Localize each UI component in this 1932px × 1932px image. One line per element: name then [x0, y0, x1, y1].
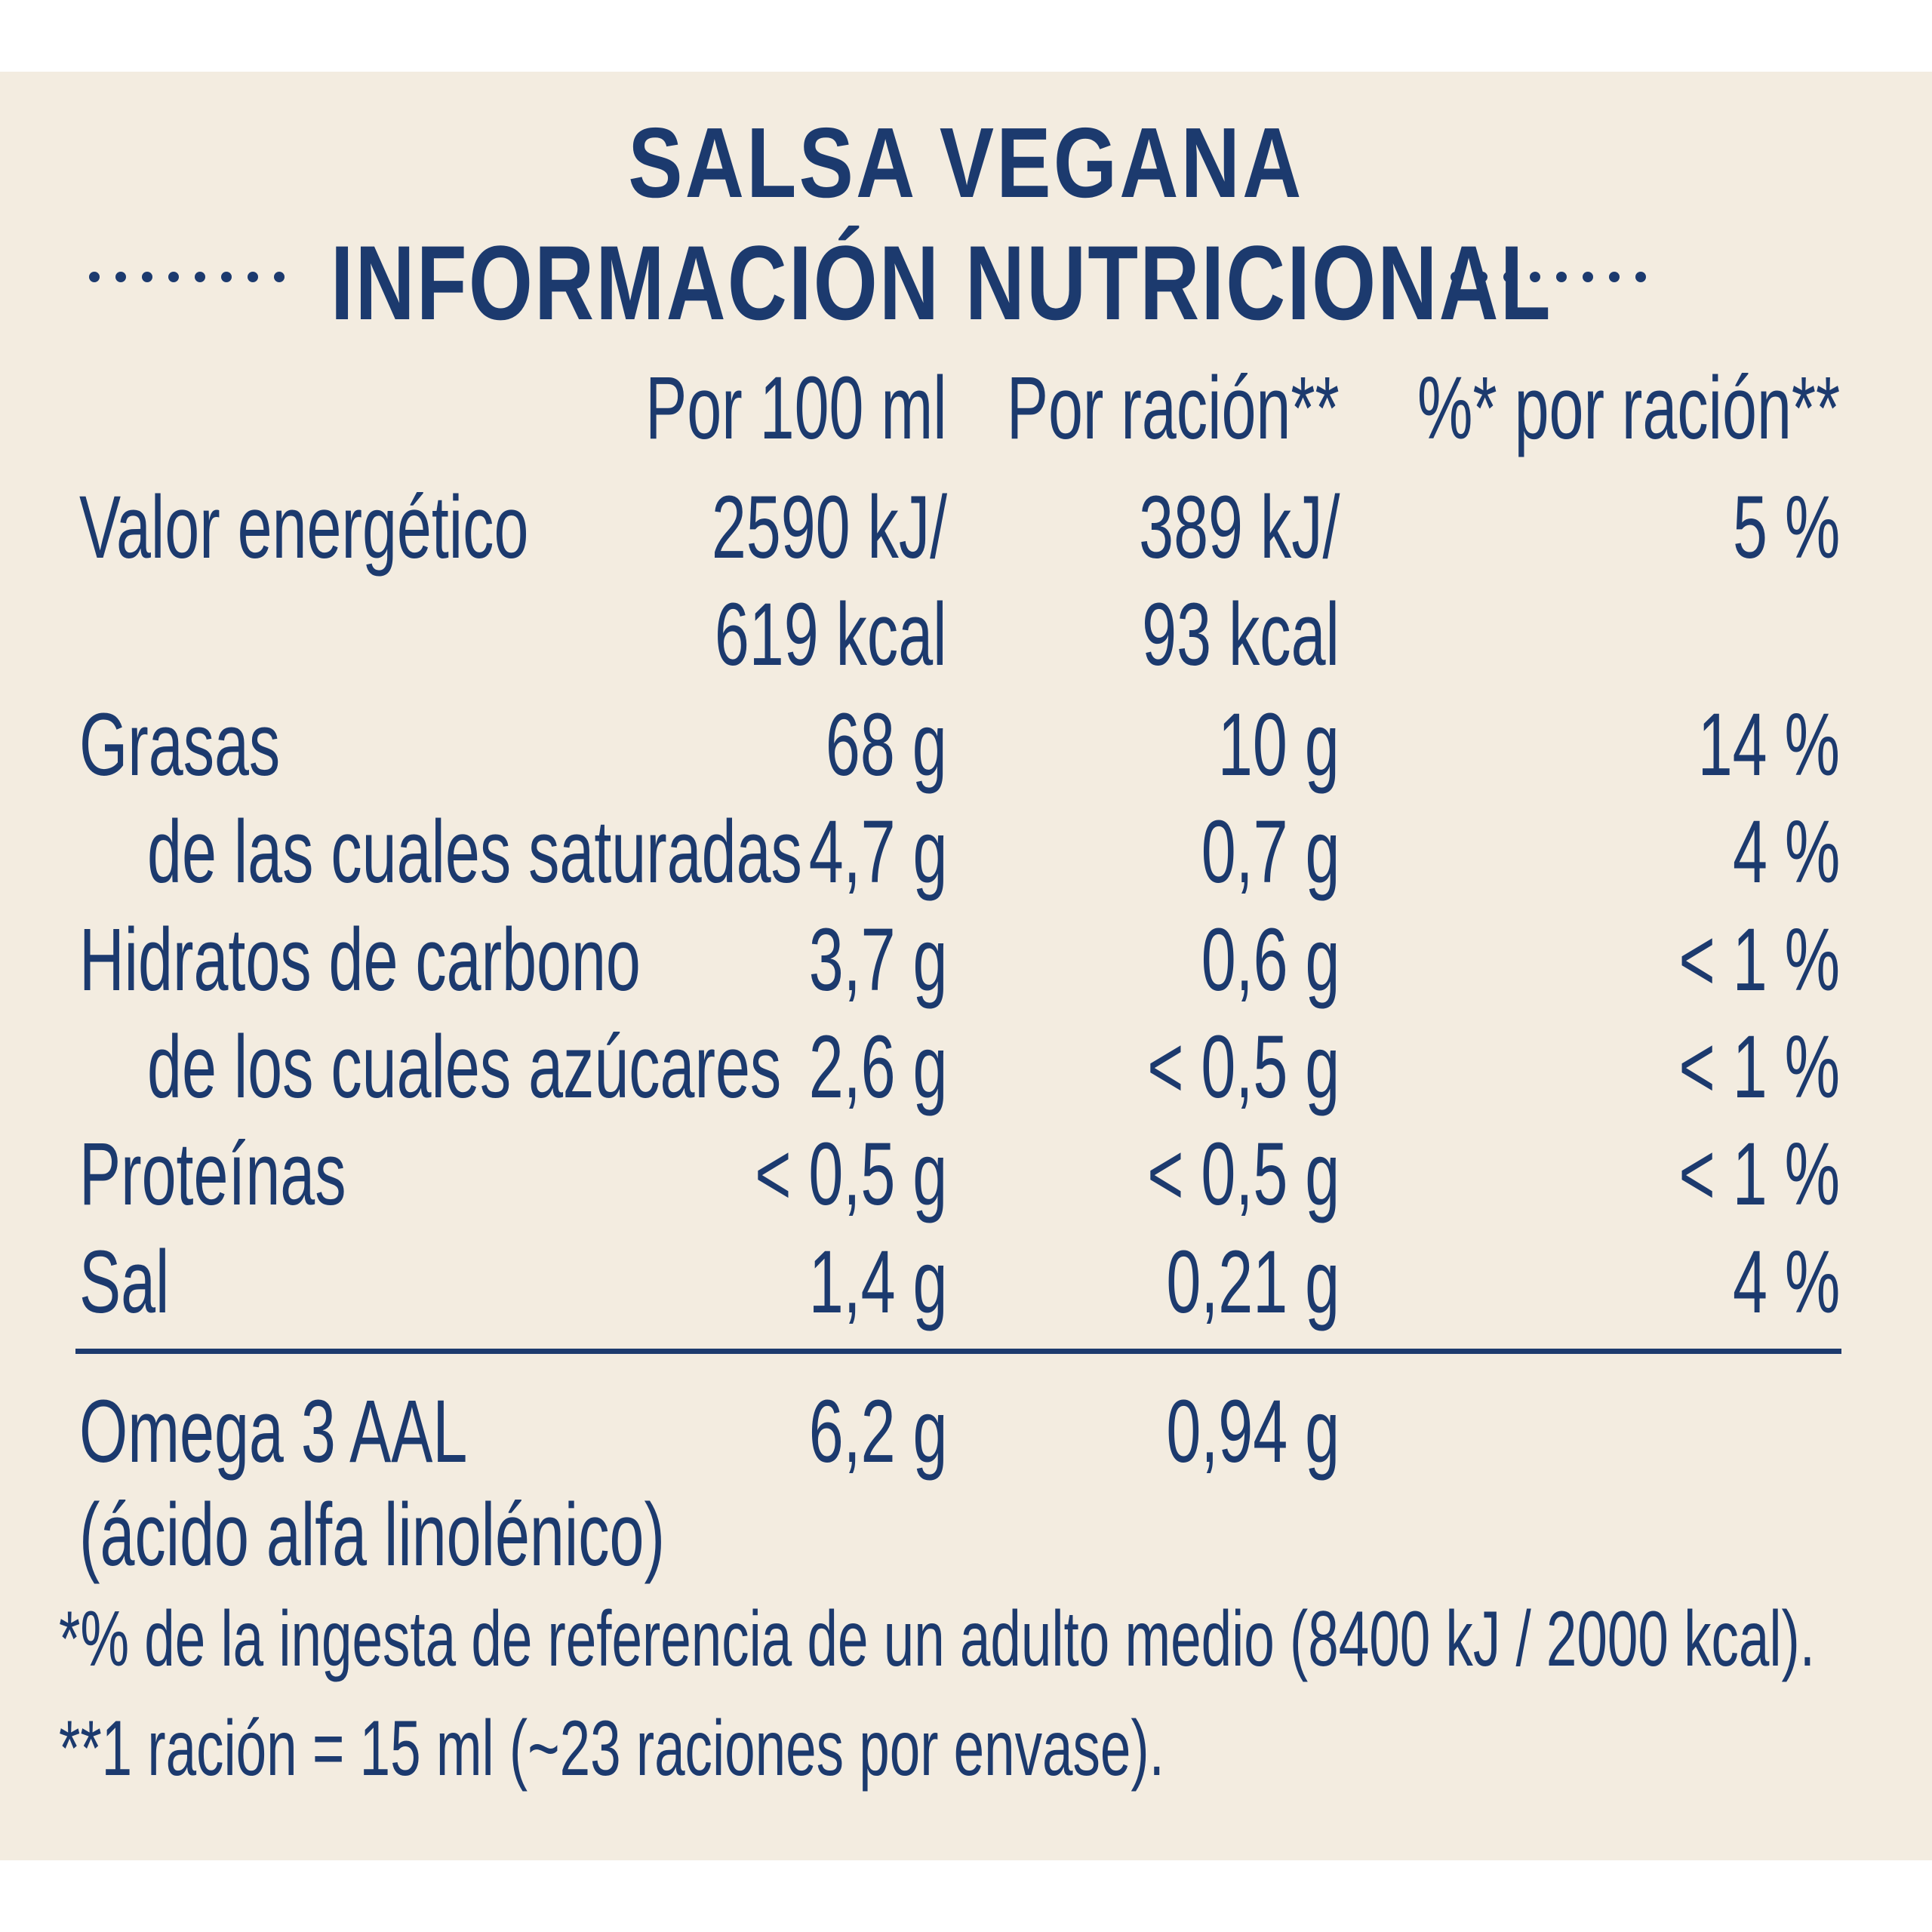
row-label-sugars: de los cuales azúcares [147, 1017, 782, 1117]
row-protein-per100: < 0,5 g [755, 1124, 947, 1224]
row-label-omega: Omega 3 AAL [79, 1382, 468, 1481]
subtitle-row: INFORMACIÓN NUTRICIONAL [0, 230, 1932, 336]
row-salt-percent: 4 % [1732, 1232, 1840, 1332]
row-energy-per-serving: 389 kJ/ [1138, 478, 1340, 577]
dotted-leader-right [1451, 272, 1646, 284]
row-carbs-per100: 3,7 g [808, 910, 947, 1010]
footnote-reference-intake: *% de la ingesta de referencia de un adu… [59, 1595, 1816, 1683]
row-label-salt: Sal [79, 1232, 170, 1332]
row-energy-percent: 5 % [1732, 478, 1840, 577]
row-saturated-per-serving: 0,7 g [1201, 802, 1340, 902]
column-header-per-serving: Por ración** [1007, 358, 1340, 458]
row-sugars-per100: 2,6 g [808, 1017, 947, 1117]
table-divider [75, 1349, 1841, 1354]
row-label-carbs: Hidratos de carbono [79, 910, 641, 1010]
row-omega-per-serving: 0,94 g [1166, 1382, 1340, 1481]
dotted-leader-left [89, 272, 285, 284]
row-energy-kcal-per100: 619 kcal [715, 585, 947, 685]
nutrition-panel [0, 72, 1932, 1860]
row-energy-kcal-per-serving: 93 kcal [1142, 585, 1340, 685]
row-fat-per-serving: 10 g [1218, 695, 1340, 795]
section-subtitle: INFORMACIÓN NUTRICIONAL [331, 223, 1552, 342]
row-salt-per100: 1,4 g [808, 1232, 947, 1332]
column-header-percent: %* por ración** [1417, 358, 1840, 458]
row-saturated-per100: 4,7 g [808, 802, 947, 902]
row-energy-per100: 2590 kJ/ [711, 478, 947, 577]
row-carbs-percent: < 1 % [1678, 910, 1840, 1010]
row-label-omega-detail: (ácido alfa linolénico) [79, 1485, 665, 1585]
column-header-per100: Por 100 ml [645, 358, 947, 458]
row-fat-percent: 14 % [1697, 695, 1840, 795]
row-saturated-percent: 4 % [1732, 802, 1840, 902]
row-sugars-per-serving: < 0,5 g [1147, 1017, 1340, 1117]
row-label-protein: Proteínas [79, 1124, 346, 1224]
row-omega-per100: 6,2 g [808, 1382, 947, 1481]
product-title: SALSA VEGANA [0, 113, 1932, 213]
row-sugars-percent: < 1 % [1678, 1017, 1840, 1117]
row-label-saturated: de las cuales saturadas [147, 802, 802, 902]
row-salt-per-serving: 0,21 g [1166, 1232, 1340, 1332]
row-protein-percent: < 1 % [1678, 1124, 1840, 1224]
row-fat-per100: 68 g [826, 695, 947, 795]
product-title-text: SALSA VEGANA [628, 107, 1304, 218]
row-carbs-per-serving: 0,6 g [1201, 910, 1340, 1010]
row-label-energy: Valor energético [79, 478, 529, 577]
footnote-serving-size: **1 ración = 15 ml (~23 raciones por env… [59, 1705, 1164, 1792]
row-label-fat: Grasas [79, 695, 281, 795]
row-protein-per-serving: < 0,5 g [1147, 1124, 1340, 1224]
